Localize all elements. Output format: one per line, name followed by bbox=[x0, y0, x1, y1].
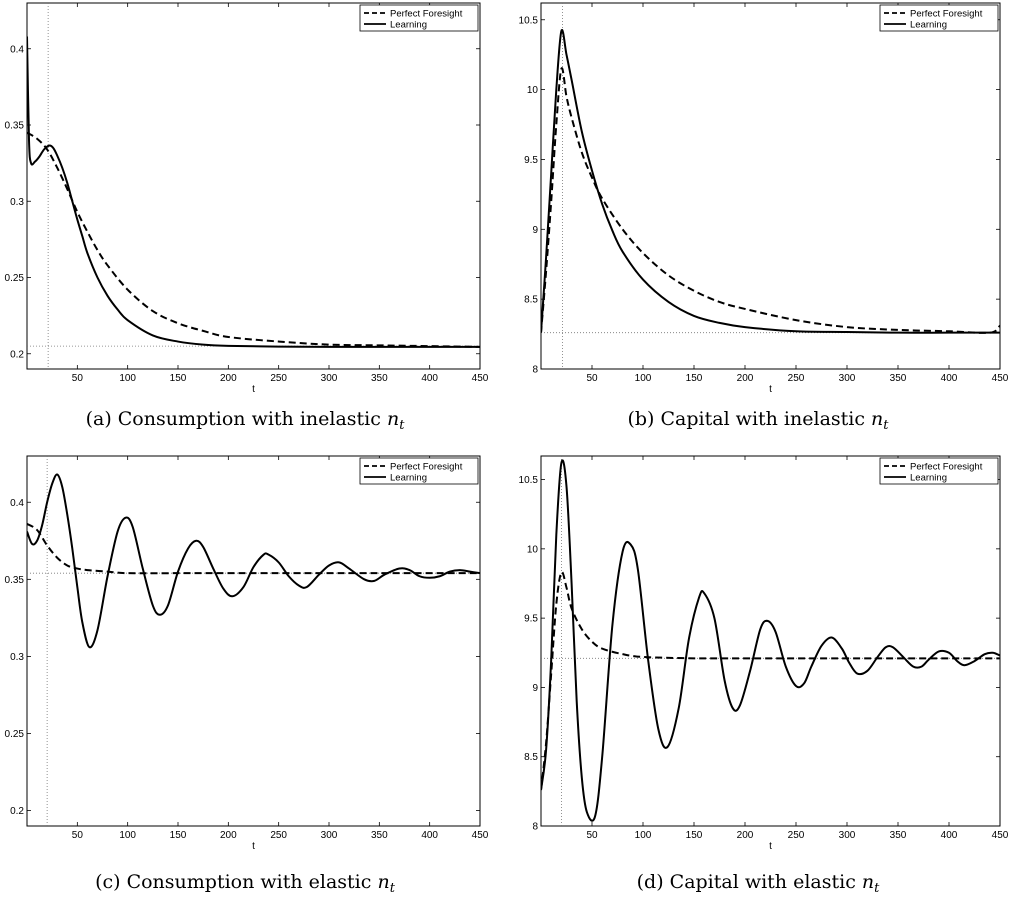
panel-caption: (c) Consumption with elastic nt bbox=[95, 871, 396, 896]
y-tick-label: 0.35 bbox=[5, 121, 25, 132]
x-tick-label: 200 bbox=[737, 373, 754, 384]
x-tick-label: 250 bbox=[788, 373, 805, 384]
x-tick-label: 300 bbox=[839, 830, 856, 841]
x-tick-label: 400 bbox=[421, 373, 438, 384]
y-tick-label: 8.5 bbox=[524, 752, 538, 763]
y-tick-label: 10 bbox=[527, 544, 539, 555]
x-tick-label: 400 bbox=[421, 830, 438, 841]
x-tick-label: 150 bbox=[170, 373, 187, 384]
legend-box bbox=[879, 457, 999, 485]
y-tick-label: 0.4 bbox=[10, 44, 24, 55]
x-tick-label: 200 bbox=[737, 830, 754, 841]
legend-box bbox=[879, 4, 999, 32]
series-learning bbox=[541, 28, 1000, 334]
x-tick-label: 50 bbox=[72, 830, 84, 841]
series-learning bbox=[541, 459, 1000, 822]
x-tick-label: 300 bbox=[839, 373, 856, 384]
x-tick-label: 250 bbox=[788, 830, 805, 841]
panel-a: 50 100 150 200 250 300 350 400 450 0.2 0.25 0.3 0.35… bbox=[5, 2, 489, 433]
x-tick-label: 350 bbox=[890, 830, 907, 841]
series-learning bbox=[27, 473, 480, 649]
x-tick-label: 50 bbox=[586, 830, 598, 841]
x-tick-label: 100 bbox=[635, 830, 652, 841]
x-tick-label: 50 bbox=[586, 373, 598, 384]
panel-b: 50 100 150 200 250 300 350 400 450 8 8.5 9 9.5 10 10.5… bbox=[519, 2, 1009, 433]
x-tick-label: 150 bbox=[686, 830, 703, 841]
panel-caption: (b) Capital with inelastic nt bbox=[627, 408, 889, 433]
panel-c: 50 100 150 200 250 300 350 400 450 0.2 0.25 0.3 0.35… bbox=[5, 455, 489, 896]
series-perfect-foresight bbox=[27, 131, 480, 348]
legend-label: Perfect Foresight bbox=[390, 9, 463, 20]
x-axis-label: t bbox=[769, 384, 772, 395]
x-tick-label: 450 bbox=[472, 830, 489, 841]
x-tick-label: 350 bbox=[371, 373, 388, 384]
x-tick-label: 450 bbox=[992, 830, 1009, 841]
legend-label: Learning bbox=[390, 473, 427, 484]
legend-box bbox=[359, 4, 479, 32]
legend-label: Perfect Foresight bbox=[910, 9, 983, 20]
x-axis-label: t bbox=[252, 841, 255, 852]
y-tick-label: 0.35 bbox=[5, 575, 25, 586]
x-tick-label: 100 bbox=[635, 373, 652, 384]
y-tick-label: 0.3 bbox=[10, 197, 24, 208]
x-tick-label: 250 bbox=[270, 373, 287, 384]
y-tick-label: 10.5 bbox=[519, 475, 539, 486]
x-axis-label: t bbox=[769, 841, 772, 852]
panel-caption: (d) Capital with elastic nt bbox=[637, 871, 881, 896]
x-axis-label: t bbox=[252, 384, 255, 395]
y-tick-label: 0.2 bbox=[10, 349, 24, 360]
panel-d: 50 100 150 200 250 300 350 400 450 8 8.5 9 9.5 10 10.5… bbox=[519, 455, 1009, 896]
panel-caption: (a) Consumption with inelastic nt bbox=[86, 408, 406, 433]
y-tick-label: 0.4 bbox=[10, 498, 24, 509]
x-tick-label: 400 bbox=[941, 830, 958, 841]
x-tick-label: 300 bbox=[321, 373, 338, 384]
y-tick-label: 0.3 bbox=[10, 652, 24, 663]
series-learning bbox=[27, 36, 480, 348]
legend-box bbox=[359, 457, 479, 485]
legend-label: Learning bbox=[390, 20, 427, 31]
x-tick-label: 100 bbox=[119, 830, 136, 841]
axes-frame bbox=[26, 455, 481, 827]
y-tick-label: 8 bbox=[532, 365, 538, 376]
x-tick-label: 450 bbox=[472, 373, 489, 384]
y-tick-label: 9.5 bbox=[524, 614, 538, 625]
x-tick-label: 350 bbox=[890, 373, 907, 384]
series-perfect-foresight bbox=[541, 571, 1000, 791]
y-tick-label: 10 bbox=[527, 85, 539, 96]
axes-frame bbox=[26, 2, 481, 370]
axes-frame bbox=[540, 455, 1001, 827]
x-tick-label: 400 bbox=[941, 373, 958, 384]
y-tick-label: 8.5 bbox=[524, 295, 538, 306]
y-tick-label: 0.2 bbox=[10, 806, 24, 817]
y-tick-label: 9 bbox=[532, 683, 538, 694]
y-tick-label: 0.25 bbox=[5, 273, 25, 284]
x-tick-label: 150 bbox=[170, 830, 187, 841]
x-tick-label: 250 bbox=[270, 830, 287, 841]
x-tick-label: 100 bbox=[119, 373, 136, 384]
series-perfect-foresight bbox=[27, 522, 480, 575]
x-tick-label: 450 bbox=[992, 373, 1009, 384]
x-tick-label: 300 bbox=[321, 830, 338, 841]
y-tick-label: 9.5 bbox=[524, 155, 538, 166]
x-tick-label: 350 bbox=[371, 830, 388, 841]
y-tick-label: 9 bbox=[532, 225, 538, 236]
x-tick-label: 200 bbox=[220, 830, 237, 841]
legend-label: Perfect Foresight bbox=[390, 462, 463, 473]
x-tick-label: 200 bbox=[220, 373, 237, 384]
axes-frame bbox=[540, 2, 1001, 370]
y-tick-label: 0.25 bbox=[5, 729, 25, 740]
legend-label: Learning bbox=[910, 20, 947, 31]
series-perfect-foresight bbox=[541, 67, 1000, 334]
x-tick-label: 50 bbox=[72, 373, 84, 384]
legend-label: Learning bbox=[910, 473, 947, 484]
y-tick-label: 10.5 bbox=[519, 15, 539, 26]
y-tick-label: 8 bbox=[532, 822, 538, 833]
legend-label: Perfect Foresight bbox=[910, 462, 983, 473]
x-tick-label: 150 bbox=[686, 373, 703, 384]
